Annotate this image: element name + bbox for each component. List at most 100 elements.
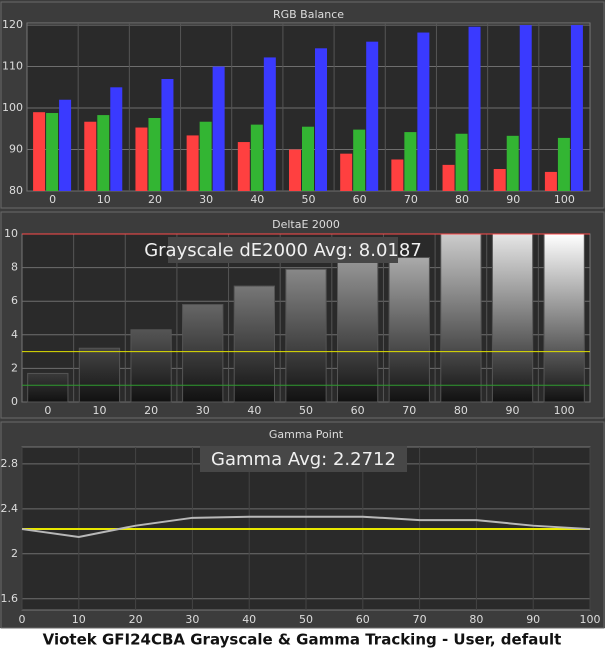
chart-title: Gamma Point — [269, 428, 344, 441]
x-tick-label: 20 — [148, 193, 162, 206]
bar — [440, 233, 482, 403]
bar — [46, 113, 59, 191]
y-tick-label: 10 — [4, 227, 18, 240]
y-tick-label: 8 — [11, 261, 18, 274]
x-tick-label: 100 — [554, 404, 575, 417]
y-tick-label: 90 — [9, 143, 23, 156]
bar — [388, 257, 430, 403]
x-tick-label: 40 — [250, 193, 264, 206]
y-tick-label: 6 — [11, 294, 18, 307]
bar — [135, 127, 148, 191]
x-tick-label: 90 — [506, 404, 520, 417]
bar — [366, 41, 379, 191]
bar — [289, 149, 301, 191]
bar — [543, 233, 585, 403]
bar — [233, 285, 276, 403]
x-tick-label: 70 — [413, 613, 427, 626]
bar — [199, 121, 212, 191]
bar — [544, 171, 557, 191]
bar — [353, 129, 366, 191]
bar — [59, 99, 72, 191]
x-tick-label: 90 — [526, 613, 540, 626]
bar — [491, 233, 534, 403]
x-tick-label: 70 — [402, 404, 416, 417]
x-tick-label: 40 — [247, 404, 261, 417]
bar — [519, 25, 532, 192]
y-tick-label: 0 — [11, 395, 18, 408]
x-tick-label: 60 — [353, 193, 367, 206]
bar — [148, 117, 161, 191]
bar — [97, 115, 110, 191]
annotation-box — [200, 446, 407, 472]
x-tick-label: 80 — [455, 193, 469, 206]
caption: Viotek GFI24CBA Grayscale & Gamma Tracki… — [43, 631, 562, 649]
bar — [506, 135, 519, 191]
x-tick-label: 0 — [44, 404, 51, 417]
bar — [27, 372, 69, 403]
bar — [468, 26, 481, 191]
gamma-line — [21, 515, 591, 538]
y-tick-label: 120 — [2, 18, 23, 31]
x-tick-label: 100 — [580, 613, 601, 626]
x-tick-label: 40 — [242, 613, 256, 626]
y-tick-label: 2.4 — [1, 502, 19, 515]
bar — [315, 48, 327, 191]
x-tick-label: 30 — [196, 404, 210, 417]
chart-title: DeltaE 2000 — [272, 218, 340, 231]
bar — [391, 159, 404, 191]
x-tick-label: 50 — [299, 404, 313, 417]
x-tick-label: 50 — [302, 193, 316, 206]
bar — [340, 153, 353, 191]
x-tick-label: 0 — [49, 193, 56, 206]
bar — [250, 124, 263, 191]
x-tick-label: 70 — [404, 193, 418, 206]
bar — [570, 25, 583, 192]
bar — [78, 347, 121, 403]
y-tick-label: 4 — [11, 328, 18, 341]
x-tick-label: 30 — [199, 193, 213, 206]
bar — [263, 57, 276, 192]
x-tick-label: 10 — [92, 404, 106, 417]
x-tick-label: 50 — [299, 613, 313, 626]
y-tick-label: 2 — [11, 547, 18, 560]
annotation: Grayscale dE2000 Avg: 8.0187 — [144, 240, 422, 261]
bar — [110, 87, 123, 191]
bar — [442, 164, 455, 191]
bar — [130, 329, 172, 403]
bar — [84, 121, 97, 191]
y-tick-label: 2 — [11, 361, 18, 374]
chart-title: RGB Balance — [273, 8, 344, 21]
y-tick-label: 100 — [2, 101, 23, 114]
x-tick-label: 80 — [469, 613, 483, 626]
x-tick-label: 100 — [554, 193, 575, 206]
bar — [237, 142, 250, 191]
x-tick-label: 30 — [185, 613, 199, 626]
x-tick-label: 20 — [144, 404, 158, 417]
bar — [493, 169, 506, 191]
bar — [302, 126, 314, 191]
bar — [417, 32, 430, 191]
x-tick-label: 20 — [129, 613, 143, 626]
bar — [161, 79, 174, 191]
x-tick-label: 60 — [351, 404, 365, 417]
annotation: Gamma Avg: 2.2712 — [211, 449, 396, 470]
y-tick-label: 110 — [2, 60, 23, 73]
x-tick-label: 90 — [506, 193, 520, 206]
bar — [455, 133, 468, 191]
x-tick-label: 80 — [454, 404, 468, 417]
x-tick-label: 0 — [19, 613, 26, 626]
bar — [182, 304, 224, 403]
y-tick-label: 80 — [9, 184, 23, 197]
annotation-box — [168, 237, 398, 263]
x-tick-label: 60 — [356, 613, 370, 626]
bar — [557, 137, 570, 191]
bar — [336, 257, 379, 403]
bar — [186, 135, 199, 191]
x-tick-label: 10 — [97, 193, 111, 206]
bar — [285, 268, 327, 403]
y-tick-label: 2.8 — [1, 457, 19, 470]
x-tick-label: 10 — [72, 613, 86, 626]
bar — [33, 112, 46, 191]
